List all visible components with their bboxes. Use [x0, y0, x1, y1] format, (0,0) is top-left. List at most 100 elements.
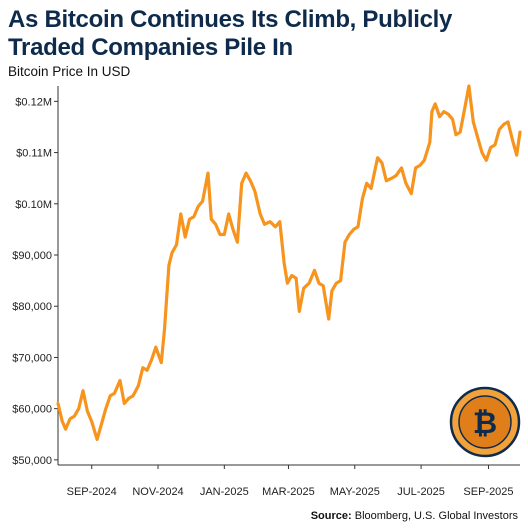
data-point — [249, 179, 252, 182]
data-point — [113, 392, 116, 395]
data-point — [493, 143, 497, 147]
data-point — [131, 394, 135, 398]
x-tick-label: MAY-2025 — [330, 486, 380, 498]
data-point — [81, 389, 85, 392]
data-point — [192, 215, 196, 218]
data-point — [459, 130, 462, 134]
data-point — [438, 115, 441, 118]
data-point — [385, 179, 388, 182]
data-point — [150, 358, 153, 362]
data-point — [317, 282, 321, 285]
bitcoin-price-line — [56, 84, 522, 441]
data-point — [442, 110, 446, 113]
data-point — [231, 228, 235, 231]
y-tick-label: $0.11M — [16, 148, 52, 160]
data-point — [480, 151, 484, 154]
data-point — [56, 402, 60, 405]
data-point — [352, 228, 355, 231]
data-point — [451, 118, 454, 121]
x-tick-label: NOV-2024 — [132, 486, 183, 498]
data-point — [188, 218, 191, 221]
data-point — [376, 156, 379, 159]
data-point — [278, 220, 281, 223]
data-point — [163, 328, 166, 331]
data-point — [394, 174, 398, 177]
data-point — [476, 136, 479, 139]
data-point — [390, 177, 393, 180]
data-point — [100, 422, 103, 426]
source-note: Source: Bloomberg, U.S. Global Investors — [311, 510, 518, 522]
data-point — [423, 159, 426, 162]
data-point — [77, 407, 80, 410]
data-point — [154, 346, 157, 349]
source-text: Bloomberg, U.S. Global Investors — [354, 510, 518, 522]
data-point — [511, 138, 514, 141]
data-point — [68, 417, 72, 421]
data-point — [307, 282, 311, 285]
data-point — [290, 274, 293, 277]
data-point — [298, 310, 301, 313]
y-tick-label: $80,000 — [12, 301, 52, 313]
data-point — [502, 123, 505, 126]
data-point — [410, 192, 413, 195]
data-point — [472, 120, 475, 124]
data-point — [104, 407, 108, 410]
data-point — [506, 120, 510, 124]
x-tick-label: SEP-2024 — [67, 486, 117, 498]
data-point — [361, 197, 364, 200]
y-axis-label: Bitcoin Price In USD — [8, 64, 131, 79]
data-point — [380, 161, 384, 164]
data-point — [365, 182, 368, 185]
data-point — [179, 212, 182, 216]
data-point — [175, 243, 178, 246]
data-point — [184, 235, 187, 239]
data-point — [434, 102, 437, 106]
data-point — [170, 251, 174, 254]
y-tick-label: $70,000 — [12, 352, 52, 364]
data-point — [227, 212, 230, 216]
data-point — [369, 187, 373, 190]
data-point — [61, 420, 64, 423]
data-point — [141, 366, 144, 369]
data-point — [263, 223, 266, 226]
x-tick-label: JUL-2025 — [397, 486, 445, 498]
data-point — [339, 279, 342, 282]
data-point — [447, 113, 450, 116]
data-point — [123, 402, 126, 405]
series-layer — [56, 84, 522, 441]
data-point — [428, 141, 431, 144]
data-point — [302, 287, 305, 290]
data-point — [236, 241, 239, 244]
source-label: Source: — [310, 510, 352, 522]
data-point — [327, 317, 330, 321]
data-point — [518, 130, 522, 134]
x-tick-label: SEP-2025 — [463, 486, 513, 498]
y-tick-label: $60,000 — [12, 404, 52, 416]
data-point — [454, 133, 458, 136]
data-point — [343, 241, 347, 244]
data-point — [218, 233, 222, 236]
data-point — [197, 205, 200, 208]
y-tick-label: $50,000 — [12, 455, 52, 467]
data-point — [160, 361, 163, 364]
coin-inner-face — [458, 395, 512, 449]
data-point — [268, 220, 272, 223]
y-tick-label: $0.12M — [15, 96, 52, 108]
data-point — [90, 420, 93, 423]
data-point — [400, 166, 403, 170]
data-point — [414, 166, 417, 170]
data-point — [201, 200, 204, 203]
data-point — [335, 282, 338, 285]
data-point — [223, 233, 226, 236]
data-point — [167, 264, 171, 267]
data-point — [127, 397, 130, 400]
data-point — [489, 146, 492, 149]
y-tick-label: $90,000 — [12, 250, 52, 262]
data-point — [109, 394, 112, 398]
data-point — [73, 415, 76, 418]
bitcoin-symbol-icon: ₿ — [473, 406, 497, 441]
data-point — [463, 107, 466, 111]
data-point — [206, 171, 210, 175]
data-point — [313, 269, 316, 272]
